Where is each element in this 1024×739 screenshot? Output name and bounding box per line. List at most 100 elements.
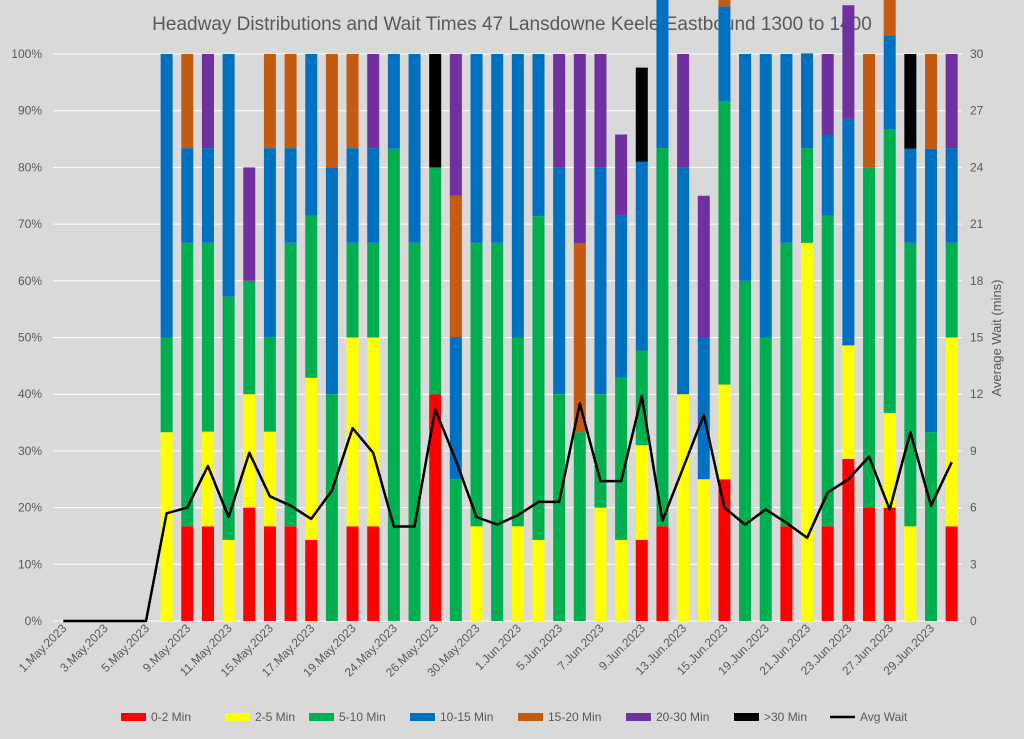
bar-segment <box>284 526 297 621</box>
bar-segment <box>325 54 338 168</box>
bar-segment <box>904 242 917 527</box>
legend-label: 5-10 Min <box>339 710 386 724</box>
bar-segment <box>615 134 628 216</box>
legend-label: >30 Min <box>764 710 807 724</box>
bar-segment <box>449 195 462 338</box>
bar-segment <box>904 526 917 621</box>
bar-segment <box>718 479 731 621</box>
bar-segment <box>842 5 855 119</box>
y2-tick-label: 12 <box>970 387 984 401</box>
bar-segment <box>842 458 855 621</box>
y-tick-label: 80% <box>18 160 42 174</box>
bar-segment <box>677 54 690 168</box>
bar-segment <box>201 526 214 621</box>
bar-segment <box>883 0 896 36</box>
y2-tick-label: 24 <box>970 160 984 174</box>
y2-tick-label: 9 <box>970 444 977 458</box>
bar-segment <box>243 167 256 281</box>
bar-segment <box>181 242 194 527</box>
bar-segment <box>387 148 400 621</box>
bar-segment <box>160 432 173 621</box>
bar-segment <box>925 54 938 149</box>
bar-segment <box>367 148 380 243</box>
bar-segment <box>553 167 566 395</box>
bar-segment <box>677 167 690 395</box>
bar-segment <box>201 148 214 243</box>
bar-segment <box>821 215 834 527</box>
bar-segment <box>718 384 731 480</box>
bar-segment <box>511 526 524 621</box>
bar-segment <box>615 377 628 540</box>
bar-segment <box>718 101 731 385</box>
bar-segment <box>656 148 669 527</box>
bar-segment <box>263 526 276 621</box>
bar-segment <box>387 54 400 149</box>
bar-segment <box>470 54 483 243</box>
legend-label: 10-15 Min <box>440 710 493 724</box>
bar-segment <box>429 394 442 621</box>
bar-segment <box>305 54 318 216</box>
bar-segment <box>263 336 276 432</box>
bar-segment <box>305 377 318 540</box>
bar-segment <box>842 345 855 459</box>
bar-segment <box>532 54 545 217</box>
bar-segment <box>346 148 359 243</box>
bar-segment <box>263 148 276 337</box>
bar-segment <box>594 394 607 508</box>
bar-segment <box>573 432 586 621</box>
bar-segment <box>181 148 194 243</box>
bar-segment <box>883 129 896 413</box>
bar-segment <box>222 54 235 297</box>
legend: 0-2 Min 2-5 Min 5-10 Min 10-15 Min 15-20 Min… <box>121 710 908 724</box>
bar-segment <box>656 0 669 149</box>
y2-tick-label: 21 <box>970 217 984 231</box>
chart-title: Headway Distributions and Wait Times 47 … <box>152 14 872 35</box>
y-tick-label: 90% <box>18 104 42 118</box>
y2-tick-label: 27 <box>970 104 984 118</box>
bar-segment <box>181 526 194 621</box>
y2-tick-label: 30 <box>970 47 984 61</box>
x-axis-ticks: 1.May.20233.May.20235.May.20239.May.2023… <box>16 621 938 680</box>
bar-segment <box>367 337 380 527</box>
bar-segment <box>408 54 421 243</box>
bar-segment <box>243 394 256 508</box>
bar-segment <box>780 54 793 243</box>
bar-segment <box>511 54 524 338</box>
bar-segment <box>945 337 958 527</box>
bar-segment <box>429 54 442 168</box>
bar-segment <box>408 242 421 621</box>
y2-tick-label: 3 <box>970 557 977 571</box>
bar-segment <box>718 6 731 102</box>
bar-segment <box>925 432 938 621</box>
bar-segment <box>635 445 648 540</box>
bar-segment <box>222 539 235 621</box>
legend-label: 2-5 Min <box>255 710 295 724</box>
y-tick-label: 20% <box>18 501 42 515</box>
bar-segment <box>532 216 545 540</box>
legend-swatch <box>410 713 435 721</box>
y-tick-label: 50% <box>18 331 42 345</box>
bar-segment <box>243 507 256 621</box>
bar-segment <box>367 54 380 149</box>
y-tick-label: 0% <box>25 614 43 628</box>
y-tick-label: 60% <box>18 274 42 288</box>
bar-segment <box>615 539 628 621</box>
bar-segment <box>160 337 173 433</box>
bar-segment <box>656 526 669 621</box>
bar-segment <box>780 242 793 527</box>
bar-segment <box>284 242 297 527</box>
bar-segment <box>759 54 772 338</box>
y2-tick-label: 0 <box>970 614 977 628</box>
bar-segment <box>801 148 814 243</box>
bar-segment <box>635 539 648 621</box>
bar-segment <box>532 539 545 621</box>
bar-segment <box>491 54 504 243</box>
bar-segment <box>305 215 318 378</box>
bar-segment <box>821 526 834 621</box>
bar-segment <box>491 242 504 621</box>
bar-segment <box>553 394 566 621</box>
legend-label: 20-30 Min <box>656 710 709 724</box>
bar-segment <box>635 67 648 162</box>
avg-wait-polyline <box>63 394 953 623</box>
